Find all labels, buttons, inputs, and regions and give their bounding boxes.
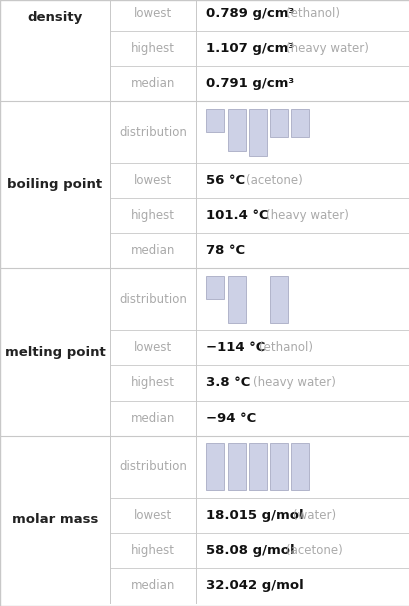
Text: (heavy water): (heavy water) <box>265 209 348 222</box>
Text: median: median <box>130 411 175 425</box>
Text: 3.8 °C: 3.8 °C <box>206 376 250 390</box>
Text: lowest: lowest <box>133 7 172 20</box>
Text: 0.791 g/cm³: 0.791 g/cm³ <box>206 77 294 90</box>
Text: distribution: distribution <box>119 460 187 473</box>
Text: −114 °C: −114 °C <box>206 341 265 355</box>
Bar <box>291 108 309 137</box>
Text: 58.08 g/mol: 58.08 g/mol <box>206 544 294 557</box>
Bar <box>227 276 245 323</box>
Text: 78 °C: 78 °C <box>206 244 245 258</box>
Bar <box>206 443 224 490</box>
Text: (ethanol): (ethanol) <box>285 7 339 20</box>
Text: median: median <box>130 579 175 592</box>
Text: (heavy water): (heavy water) <box>252 376 335 390</box>
Text: lowest: lowest <box>133 341 172 355</box>
Text: (water): (water) <box>292 508 335 522</box>
Text: (ethanol): (ethanol) <box>258 341 312 355</box>
Bar <box>206 276 224 299</box>
Text: highest: highest <box>130 209 175 222</box>
Text: melting point: melting point <box>4 345 105 359</box>
Text: 56 °C: 56 °C <box>206 174 245 187</box>
Text: (acetone): (acetone) <box>285 544 342 557</box>
Bar <box>270 108 288 137</box>
Text: median: median <box>130 244 175 258</box>
Text: 0.789 g/cm³: 0.789 g/cm³ <box>206 7 294 20</box>
Text: lowest: lowest <box>133 508 172 522</box>
Bar <box>248 108 266 156</box>
Text: highest: highest <box>130 42 175 55</box>
Text: boiling point: boiling point <box>7 178 102 191</box>
Bar <box>270 276 288 323</box>
Text: highest: highest <box>130 544 175 557</box>
Bar <box>270 443 288 490</box>
Text: lowest: lowest <box>133 174 172 187</box>
Text: 101.4 °C: 101.4 °C <box>206 209 268 222</box>
Bar <box>206 108 224 132</box>
Text: molar mass: molar mass <box>12 513 98 526</box>
Text: highest: highest <box>130 376 175 390</box>
Bar <box>227 443 245 490</box>
Text: (acetone): (acetone) <box>245 174 302 187</box>
Text: distribution: distribution <box>119 293 187 306</box>
Text: density: density <box>27 11 82 24</box>
Bar <box>291 443 309 490</box>
Text: −94 °C: −94 °C <box>206 411 256 425</box>
Bar <box>248 443 266 490</box>
Text: 1.107 g/cm³: 1.107 g/cm³ <box>206 42 294 55</box>
Text: 18.015 g/mol: 18.015 g/mol <box>206 508 303 522</box>
Text: distribution: distribution <box>119 125 187 139</box>
Text: (heavy water): (heavy water) <box>285 42 368 55</box>
Text: 32.042 g/mol: 32.042 g/mol <box>206 579 303 592</box>
Text: median: median <box>130 77 175 90</box>
Bar <box>227 108 245 151</box>
